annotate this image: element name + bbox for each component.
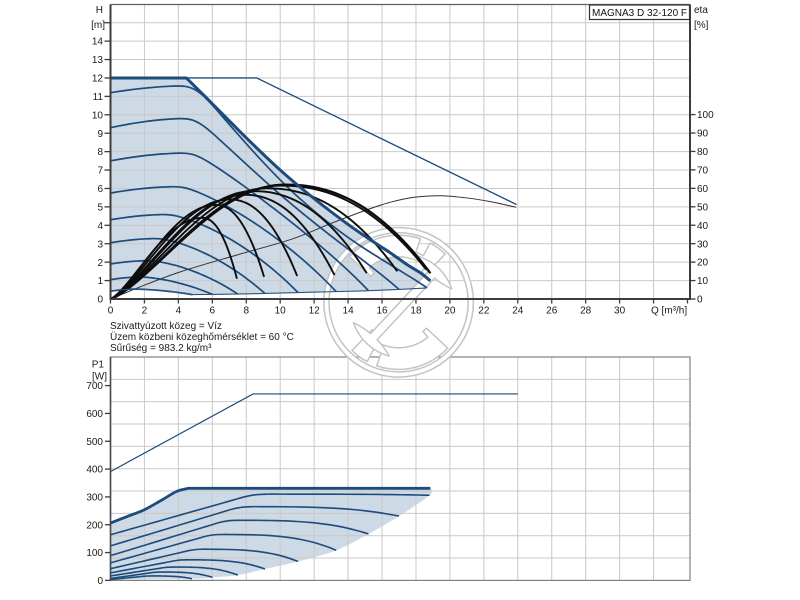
svg-text:5: 5 <box>97 203 103 214</box>
svg-text:9: 9 <box>97 129 103 140</box>
svg-text:40: 40 <box>697 221 709 232</box>
svg-text:14: 14 <box>92 37 104 48</box>
svg-text:20: 20 <box>697 258 709 269</box>
svg-text:1: 1 <box>97 276 103 287</box>
svg-text:60: 60 <box>697 184 709 195</box>
svg-text:0: 0 <box>108 306 114 317</box>
svg-text:7: 7 <box>97 166 103 177</box>
svg-text:6: 6 <box>97 184 103 195</box>
svg-text:300: 300 <box>86 493 103 504</box>
svg-text:0: 0 <box>697 295 703 306</box>
svg-text:12: 12 <box>309 306 321 317</box>
svg-text:MAGNA3 D 32-120 F: MAGNA3 D 32-120 F <box>592 8 687 19</box>
svg-text:14: 14 <box>343 306 355 317</box>
svg-text:0: 0 <box>97 295 103 306</box>
svg-text:0: 0 <box>97 576 103 587</box>
svg-text:2: 2 <box>142 306 148 317</box>
svg-text:100: 100 <box>697 110 714 121</box>
svg-text:700: 700 <box>86 381 103 392</box>
svg-text:4: 4 <box>176 306 182 317</box>
svg-text:6: 6 <box>210 306 216 317</box>
svg-text:H: H <box>96 5 103 16</box>
svg-text:eta: eta <box>694 5 708 16</box>
svg-text:3: 3 <box>97 239 103 250</box>
svg-text:28: 28 <box>580 306 592 317</box>
svg-text:30: 30 <box>697 239 709 250</box>
svg-text:10: 10 <box>697 276 709 287</box>
svg-text:Q [m³/h]: Q [m³/h] <box>651 306 687 317</box>
svg-text:13: 13 <box>92 55 104 66</box>
svg-text:80: 80 <box>697 147 709 158</box>
svg-text:12: 12 <box>92 74 104 85</box>
svg-text:2: 2 <box>97 258 103 269</box>
svg-text:[%]: [%] <box>694 20 709 31</box>
svg-text:90: 90 <box>697 129 709 140</box>
svg-text:16: 16 <box>376 306 388 317</box>
svg-text:P1: P1 <box>92 360 105 371</box>
svg-text:18: 18 <box>410 306 422 317</box>
svg-text:8: 8 <box>243 306 249 317</box>
svg-text:10: 10 <box>92 110 104 121</box>
svg-text:20: 20 <box>444 306 456 317</box>
svg-text:400: 400 <box>86 465 103 476</box>
svg-text:70: 70 <box>697 166 709 177</box>
svg-text:100: 100 <box>86 548 103 559</box>
svg-text:26: 26 <box>546 306 558 317</box>
svg-text:4: 4 <box>97 221 103 232</box>
svg-text:200: 200 <box>86 520 103 531</box>
svg-text:Üzem közbeni közeghőmérséklet: Üzem közbeni közeghőmérséklet = 60 °C <box>110 331 294 343</box>
svg-text:[W]: [W] <box>92 372 107 383</box>
svg-text:8: 8 <box>97 147 103 158</box>
svg-text:24: 24 <box>512 306 524 317</box>
svg-text:50: 50 <box>697 202 709 213</box>
svg-text:600: 600 <box>86 409 103 420</box>
svg-text:Sűrűség = 983.2 kg/m³: Sűrűség = 983.2 kg/m³ <box>110 343 212 354</box>
svg-text:[m]: [m] <box>91 20 105 31</box>
svg-text:Szivattyúzott közeg = Víz: Szivattyúzott közeg = Víz <box>110 321 222 332</box>
svg-text:500: 500 <box>86 437 103 448</box>
svg-text:10: 10 <box>275 306 287 317</box>
svg-text:22: 22 <box>478 306 490 317</box>
svg-text:30: 30 <box>614 306 626 317</box>
svg-text:11: 11 <box>93 92 104 103</box>
